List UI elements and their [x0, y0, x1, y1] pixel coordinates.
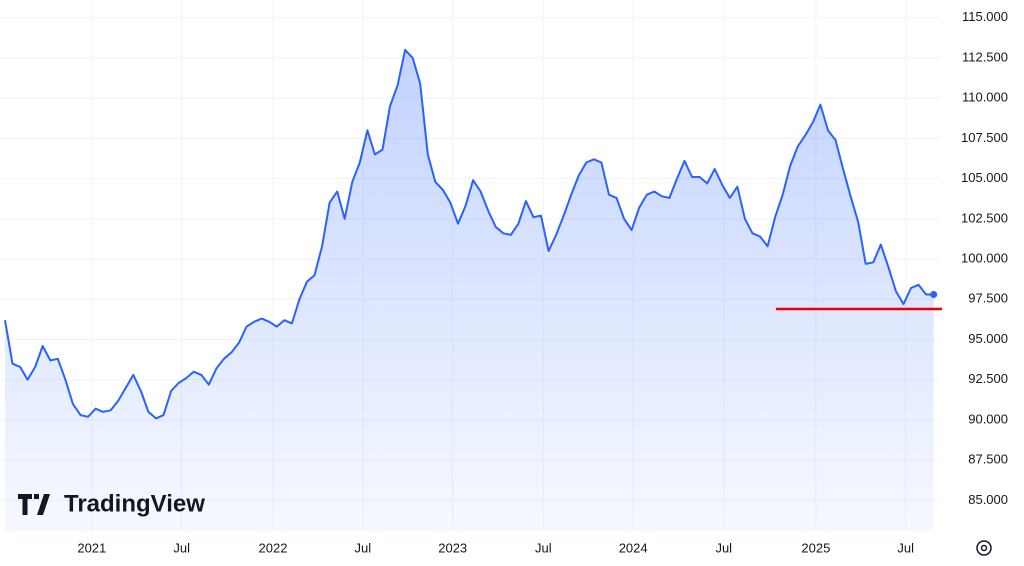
x-tick-label: Jul [355, 540, 372, 555]
settings-ring[interactable] [976, 540, 992, 556]
x-tick-label: Jul [535, 540, 552, 555]
y-tick-label: 85.000 [968, 492, 1008, 507]
area-fill [4, 49, 934, 532]
x-tick-label: Jul [173, 540, 190, 555]
y-tick-label: 107.500 [961, 130, 1008, 145]
x-tick-label: 2025 [801, 540, 830, 555]
x-tick-label: 2022 [259, 540, 288, 555]
logo-icon [18, 494, 50, 515]
y-tick-label: 95.000 [968, 331, 1008, 346]
settings-icon[interactable] [976, 540, 992, 556]
last-point [930, 290, 938, 298]
x-tick-label: Jul [715, 540, 732, 555]
y-tick-label: 105.000 [961, 170, 1008, 185]
y-tick-label: 87.500 [968, 452, 1008, 467]
settings-hub[interactable] [980, 544, 988, 552]
y-tick-label: 100.000 [961, 251, 1008, 266]
x-tick-label: Jul [897, 540, 914, 555]
y-tick-label: 102.500 [961, 210, 1008, 225]
line [4, 48, 934, 420]
y-tick-label: 115.000 [962, 9, 1008, 24]
x-tick-label: 2024 [619, 540, 648, 555]
x-tick-label: 2021 [77, 540, 106, 555]
y-tick-label: 112.500 [962, 49, 1008, 64]
y-tick-label: 92.500 [968, 371, 1008, 386]
brand: TradingView [64, 490, 205, 517]
y-tick-label: 110.000 [962, 90, 1008, 105]
logo: TradingView [18, 490, 205, 517]
x-tick-label: 2023 [438, 540, 467, 555]
y-tick-label: 90.000 [968, 411, 1008, 426]
y-tick-label: 97.500 [968, 291, 1008, 306]
